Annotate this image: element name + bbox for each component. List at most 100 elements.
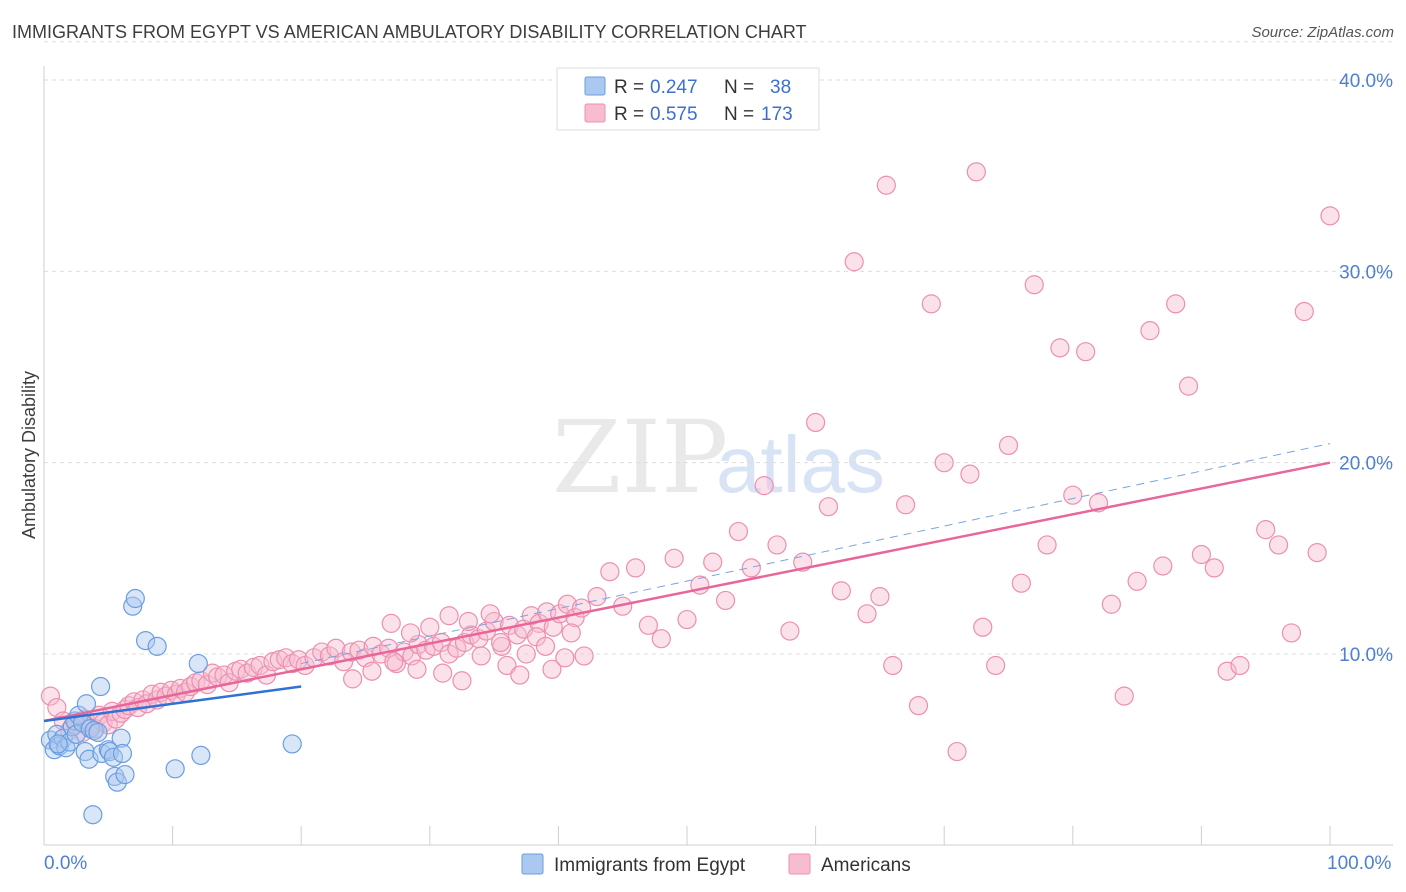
americans-point — [896, 495, 916, 515]
egypt-point — [107, 772, 127, 792]
egypt-point — [123, 596, 143, 616]
americans-point — [715, 590, 736, 611]
watermark-atlas: atlas — [716, 420, 885, 509]
legend-r-value: 0.247 — [650, 77, 698, 98]
egypt-point — [90, 676, 111, 697]
americans-point — [319, 646, 340, 666]
americans-point — [458, 611, 478, 632]
americans-point — [349, 640, 369, 660]
americans-point — [703, 552, 723, 572]
series-legend-label-americans: Americans — [821, 855, 911, 876]
x-ticks — [43, 826, 1331, 845]
americans-point — [947, 741, 967, 762]
americans-point — [420, 617, 440, 637]
americans-point — [1204, 558, 1224, 578]
americans-point — [998, 435, 1019, 456]
americans-point — [400, 623, 421, 643]
americans-point — [1320, 206, 1340, 226]
americans-trend-line — [43, 461, 1331, 723]
americans-point — [490, 632, 511, 653]
americans-point — [728, 521, 749, 542]
americans-point — [664, 548, 684, 568]
y-tick-labels: 10.0% 20.0% 30.0% 40.0% — [1339, 71, 1393, 666]
americans-point — [555, 648, 575, 668]
americans-point — [1011, 573, 1031, 593]
americans-point — [471, 646, 491, 666]
series-legend: Immigrants from Egypt Americans — [521, 853, 911, 876]
legend-swatch-pink — [584, 103, 606, 123]
x-tick-label-min: 0.0% — [44, 853, 87, 874]
series-legend-swatch-blue — [521, 853, 544, 875]
egypt-point — [135, 631, 156, 651]
americans-point — [452, 671, 472, 691]
egypt-point — [282, 734, 302, 754]
legend-r-value: 0.575 — [650, 104, 698, 125]
americans-point — [870, 586, 890, 607]
americans-point — [960, 464, 980, 484]
egypt-point — [147, 636, 167, 656]
source-label: Source: ZipAtlas.com — [1251, 24, 1394, 41]
americans-point — [1268, 535, 1289, 555]
americans-point — [677, 609, 697, 630]
americans-point — [857, 604, 877, 624]
egypt-point — [83, 805, 103, 825]
americans-point — [384, 652, 404, 672]
y-tick-label: 10.0% — [1339, 645, 1393, 666]
americans-point — [1024, 275, 1044, 295]
americans-point — [341, 642, 361, 662]
americans-point — [1037, 535, 1057, 555]
americans-point — [876, 175, 896, 195]
americans-point — [40, 686, 61, 706]
americans-point — [1307, 542, 1327, 563]
egypt-point — [66, 724, 86, 744]
y-tick-label: 20.0% — [1339, 454, 1393, 475]
y-axis-label: Ambulatory Disability — [19, 371, 39, 539]
americans-point — [587, 586, 607, 607]
legend-r-label: R = — [614, 104, 644, 125]
americans-point — [831, 581, 851, 601]
americans-points — [40, 162, 1340, 762]
americans-point — [381, 613, 401, 633]
americans-point — [638, 615, 659, 635]
americans-point — [542, 659, 562, 679]
series-legend-label-egypt: Immigrants from Egypt — [554, 855, 746, 876]
americans-point — [480, 604, 500, 624]
americans-point — [1178, 376, 1199, 396]
americans-point — [883, 655, 903, 676]
legend-n-label: N = — [724, 77, 754, 98]
americans-point — [535, 636, 556, 656]
americans-point — [767, 535, 787, 555]
americans-point — [1063, 485, 1083, 505]
americans-point — [986, 655, 1006, 676]
egypt-point — [88, 722, 108, 743]
watermark-zip: ZIP — [552, 399, 728, 516]
americans-point — [1101, 594, 1121, 614]
egypt-point — [111, 728, 131, 748]
egypt-point — [191, 745, 211, 766]
americans-point — [433, 663, 453, 683]
trend-lines — [43, 443, 1331, 723]
americans-point — [805, 412, 826, 433]
americans-point — [497, 655, 517, 676]
americans-point — [439, 644, 459, 664]
americans-point — [362, 661, 382, 681]
legend-r-label: R = — [614, 77, 644, 98]
egypt-points — [40, 588, 302, 825]
americans-point — [754, 476, 774, 496]
americans-point — [780, 621, 800, 641]
x-tick-label-max: 100.0% — [1327, 853, 1392, 874]
legend-n-value: 38 — [770, 77, 791, 98]
legend-n-value: 173 — [761, 104, 793, 125]
americans-point — [844, 252, 864, 272]
americans-point — [250, 655, 270, 676]
americans-point — [1153, 556, 1173, 576]
americans-point — [574, 646, 594, 666]
chart-title: IMMIGRANTS FROM EGYPT VS AMERICAN AMBULA… — [12, 22, 807, 42]
americans-point — [407, 659, 427, 679]
americans-point — [818, 497, 839, 517]
series-legend-swatch-pink — [788, 853, 811, 875]
americans-point — [343, 669, 363, 689]
americans-point — [934, 453, 954, 473]
americans-point — [1166, 294, 1186, 314]
watermark: ZIP atlas — [552, 399, 885, 516]
